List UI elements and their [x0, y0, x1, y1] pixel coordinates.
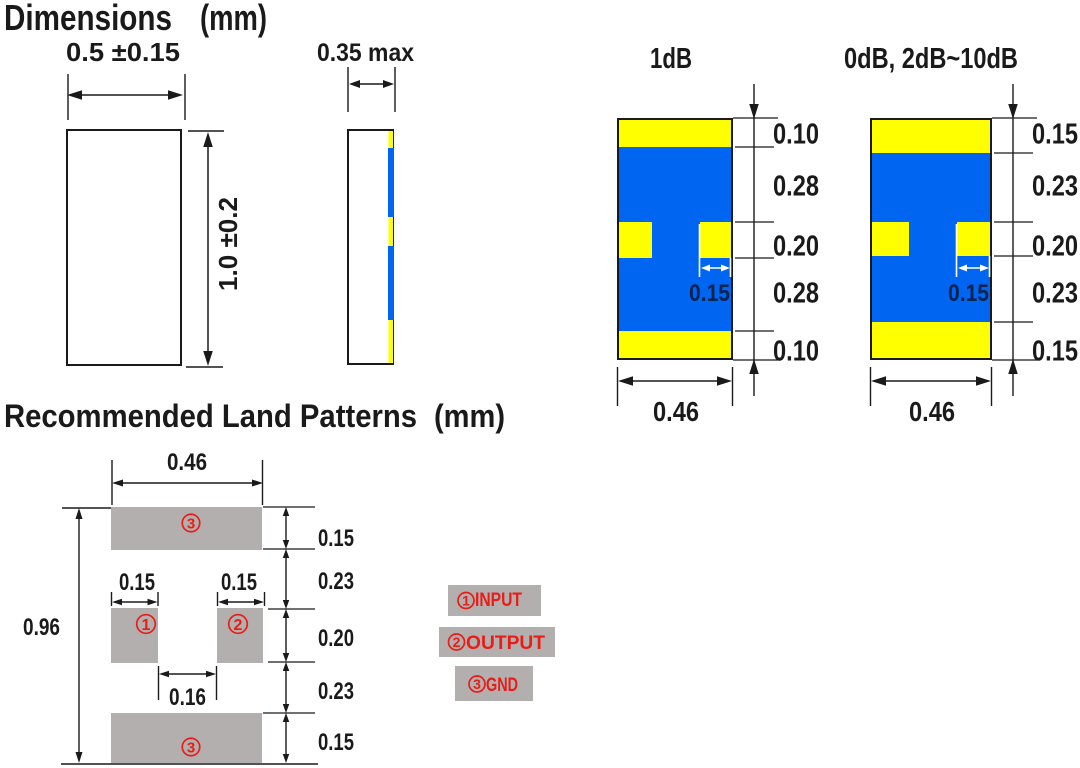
svg-text:0.15: 0.15 — [1032, 336, 1078, 368]
svg-text:0.46: 0.46 — [909, 396, 955, 427]
svg-text:0.15: 0.15 — [119, 569, 155, 596]
svg-text:0.20: 0.20 — [318, 625, 354, 652]
svg-text:0.96: 0.96 — [23, 614, 60, 641]
svg-text:0.23: 0.23 — [318, 568, 354, 595]
svg-text:1: 1 — [142, 617, 151, 634]
svg-text:0.10: 0.10 — [773, 119, 819, 151]
svg-text:3: 3 — [187, 739, 195, 756]
svg-text:GND: GND — [486, 675, 518, 696]
svg-text:3: 3 — [187, 515, 195, 532]
svg-text:0.20: 0.20 — [773, 231, 819, 263]
svg-text:1: 1 — [462, 593, 470, 609]
svg-text:0.10: 0.10 — [773, 336, 819, 368]
svg-text:Dimensions: Dimensions — [4, 0, 172, 38]
svg-text:0.28: 0.28 — [773, 278, 819, 310]
svg-text:3: 3 — [473, 676, 481, 692]
svg-text:(mm): (mm) — [200, 0, 267, 38]
svg-text:0.23: 0.23 — [318, 678, 354, 705]
svg-text:2: 2 — [453, 634, 461, 650]
svg-text:1.0 ±0.2: 1.0 ±0.2 — [213, 197, 243, 291]
svg-text:0.15: 0.15 — [318, 729, 354, 756]
svg-text:1dB: 1dB — [650, 43, 692, 75]
svg-text:0.35 max: 0.35 max — [317, 39, 414, 67]
svg-text:0.20: 0.20 — [1032, 231, 1078, 263]
svg-text:0.15: 0.15 — [221, 569, 257, 596]
svg-text:0.15: 0.15 — [1032, 119, 1078, 151]
svg-text:Recommended Land Patterns: Recommended Land Patterns — [4, 398, 417, 434]
svg-text:0.5 ±0.15: 0.5 ±0.15 — [66, 37, 180, 67]
svg-text:0.15: 0.15 — [948, 280, 989, 307]
svg-text:0.46: 0.46 — [653, 396, 699, 427]
svg-text:2: 2 — [234, 617, 243, 634]
svg-text:(mm): (mm) — [434, 398, 505, 434]
svg-text:OUTPUT: OUTPUT — [466, 633, 545, 654]
svg-text:0.16: 0.16 — [169, 684, 206, 711]
svg-text:0dB, 2dB~10dB: 0dB, 2dB~10dB — [844, 43, 1018, 75]
svg-text:0.15: 0.15 — [318, 525, 354, 552]
svg-text:0.46: 0.46 — [167, 449, 207, 476]
svg-text:0.15: 0.15 — [689, 280, 730, 307]
svg-text:0.23: 0.23 — [1032, 171, 1078, 203]
svg-text:0.23: 0.23 — [1032, 278, 1078, 310]
svg-text:0.28: 0.28 — [773, 171, 819, 203]
svg-text:INPUT: INPUT — [475, 590, 522, 611]
